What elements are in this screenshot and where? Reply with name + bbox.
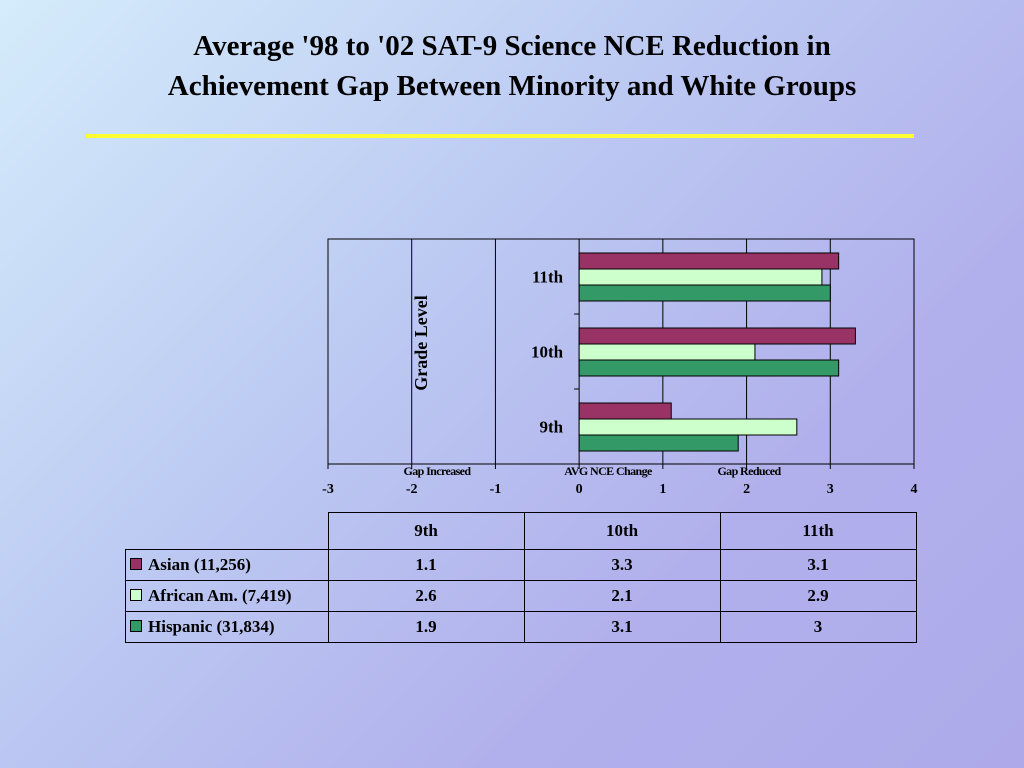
x-tick-label: 0 [576,482,583,497]
y-axis-title: Grade Level [411,295,431,390]
data-table-cell: 2.9 [719,580,917,612]
x-tick-label: 3 [827,482,834,497]
bar [578,418,798,436]
annotation-gap-reduced: Gap Reduced [717,464,781,478]
y-category-label: 11th [532,268,564,287]
data-table-row-label: Hispanic (31,834) [125,611,329,643]
x-tick-label: -1 [490,482,502,497]
title-underline [86,134,914,138]
data-table-corner [126,513,329,550]
data-table-header-9th: 9th [327,512,525,550]
y-category-label: 10th [531,343,564,362]
data-table-header-row: 9th 10th 11th [126,512,917,550]
data-table-row-label: Asian (11,256) [125,549,329,581]
bar [578,402,672,420]
bar [578,434,739,452]
axis-layer: -3 -2 -1 0 1 2 3 4 9th 10th 11th [322,268,917,498]
title-line-1: Average '98 to '02 SAT-9 Science NCE Red… [193,30,831,62]
bar [578,327,856,345]
bar [578,343,756,361]
x-tick-label: -3 [322,482,334,497]
data-table-cell: 2.6 [327,580,525,612]
plot-frame [327,238,915,465]
data-table-cell: 1.1 [327,549,525,581]
title-line-2: Achievement Gap Between Minority and Whi… [167,70,857,102]
legend-swatch-hispanic [130,620,142,632]
x-tick-label: 2 [743,482,750,497]
annotation-avg-nce-change: AVG NCE Change [564,464,653,478]
bar [578,252,840,270]
bar [578,359,840,377]
bar [578,284,831,302]
x-tick-label: 4 [911,482,918,497]
series-label-asian: Asian (11,256) [148,555,251,574]
data-table-cell: 3.3 [523,549,721,581]
bars-layer [578,252,856,452]
data-table-row: Asian (11,256) 1.1 3.3 3.1 [125,549,917,581]
chart-title: Average '98 to '02 SAT-9 Science NCE Red… [60,26,964,106]
data-table-cell: 1.9 [327,611,525,643]
data-table-row: African Am. (7,419) 2.6 2.1 2.9 [125,580,917,612]
data-table-cell: 3.1 [523,611,721,643]
y-category-label: 9th [540,418,564,437]
data-table-header-10th: 10th [523,512,721,550]
data-table-cell: 3.1 [719,549,917,581]
annotation-gap-increased: Gap Increased [404,464,472,478]
data-table-cell: 2.1 [523,580,721,612]
data-table-row-label: African Am. (7,419) [125,580,329,612]
legend-swatch-african-am [130,589,142,601]
series-label-african-am: African Am. (7,419) [148,586,292,605]
data-table-header-11th: 11th [719,512,917,550]
x-tick-label: -2 [406,482,418,497]
data-table-row: Hispanic (31,834) 1.9 3.1 3 [125,611,917,643]
bar [578,268,823,286]
x-tick-label: 1 [659,482,666,497]
legend-swatch-asian [130,558,142,570]
data-table: 9th 10th 11th Asian (11,256) 1.1 3.3 3.1… [125,512,917,643]
series-label-hispanic: Hispanic (31,834) [148,617,275,636]
data-table-cell: 3 [719,611,917,643]
